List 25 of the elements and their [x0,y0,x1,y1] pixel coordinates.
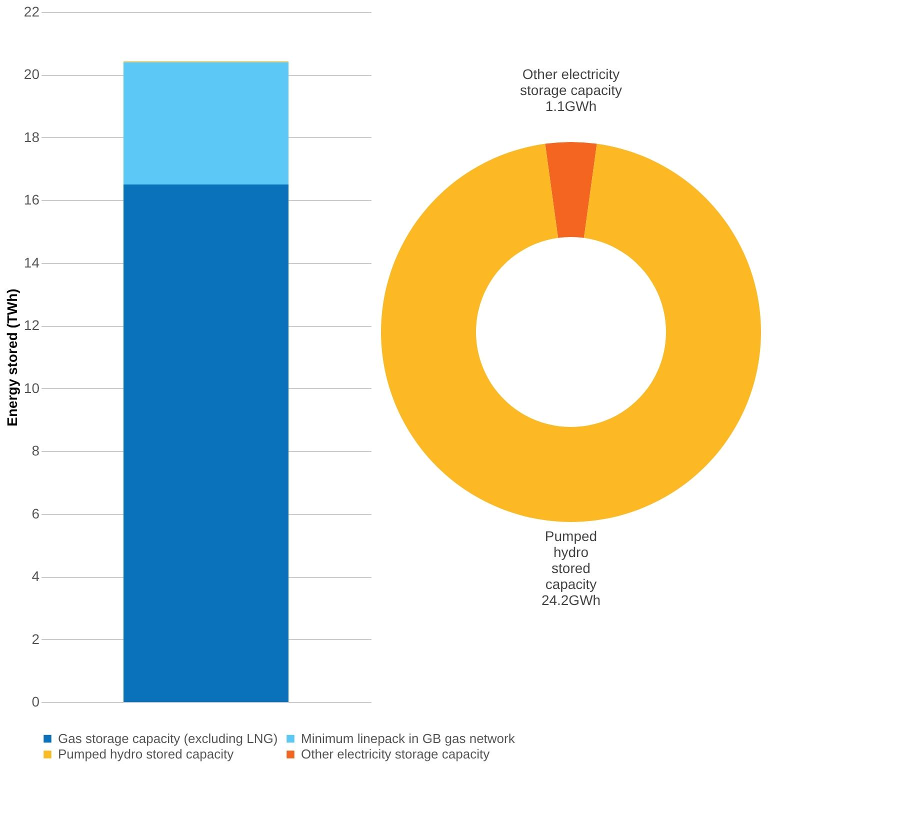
slice-label: Pumped hydro stored capacity [544,528,598,592]
y-tick-label: 18 [24,128,40,145]
donut-slice [381,144,761,522]
y-tick-label: 6 [32,505,40,522]
y-axis-title: Energy stored (TWh) [4,288,20,426]
legend-label: Pumped hydro stored capacity [58,746,234,762]
y-tick-label: 8 [32,442,40,459]
y-tick-label: 16 [24,192,40,208]
y-tick-label: 20 [24,66,40,82]
y-tick-label: 12 [24,317,40,334]
data-label: 1.1GWh [545,98,597,114]
bar [124,184,288,702]
y-tick-label: 10 [24,380,40,396]
data-label: 24.2GWh [541,592,601,608]
legend-label: Gas storage capacity (excluding LNG) [58,730,278,746]
legend-label: Other electricity storage capacity [301,746,490,762]
y-tick-label: 0 [32,694,40,710]
y-tick-label: 14 [24,254,40,270]
bar [124,62,288,184]
y-tick-label: 4 [32,568,40,584]
donut-slice [545,142,597,238]
y-tick-label: 22 [24,4,40,20]
y-tick-label: 2 [32,630,40,647]
legend-label: Minimum linepack in GB gas network [301,730,516,746]
slice-label: Other electricity storage capacity [520,66,622,98]
